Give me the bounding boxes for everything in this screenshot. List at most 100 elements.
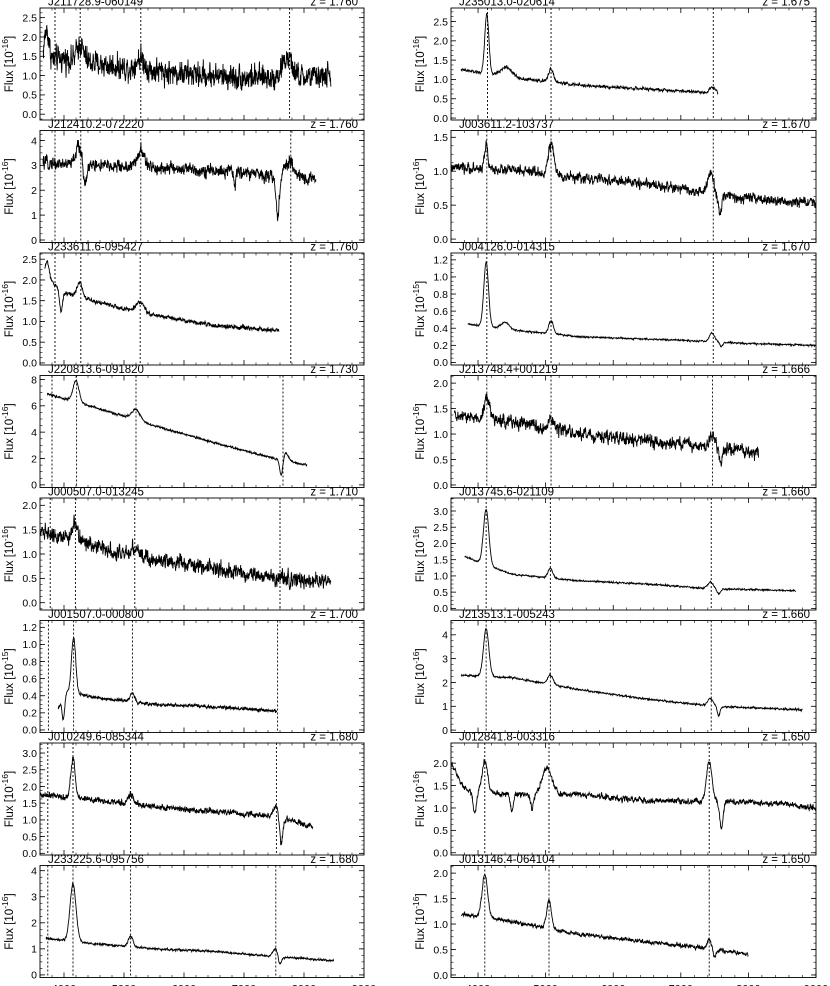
y-tick-label: 2.0 (433, 538, 448, 550)
y-axis-label: Flux [10-16] (411, 526, 427, 582)
y-tick-label: 0.0 (22, 109, 37, 121)
spectrum-line (451, 140, 816, 216)
y-tick-label: 0.4 (22, 691, 37, 703)
y-axis-label-prefix: Flux [10 (415, 174, 427, 215)
spectrum-line (44, 259, 280, 334)
y-axis-label-exponent: -15 (411, 284, 421, 297)
x-tick-label: 8000 (736, 984, 760, 986)
x-tick-label: 5000 (533, 984, 557, 986)
panel-object-id: J212410.2-072220 (48, 119, 144, 131)
panel-frame (39, 375, 365, 488)
spectrum-panel: J010249.6-085344 z = 1.680 Flux [10-16] 0.0… (0, 732, 365, 860)
spectrum-panel: J233611.6-095427 z = 1.760 Flux [10-16] 0.0… (0, 242, 365, 370)
y-tick-label: 1.0 (22, 639, 37, 651)
x-tick-label: 4000 (52, 984, 76, 986)
panel-redshift: z = 1.660 (762, 487, 810, 499)
y-tick-label: 0.2 (433, 340, 448, 352)
y-tick-label: 0.5 (433, 200, 448, 212)
y-tick-label: 2 (442, 677, 448, 689)
panel-frame (450, 865, 817, 978)
spectrum-line (42, 139, 317, 222)
y-tick-label: 3 (442, 653, 448, 665)
panel-object-id: J003611.2-103737 (459, 119, 554, 131)
panel-object-id: J013146.4-064104 (459, 854, 556, 866)
y-tick-label: 1.5 (433, 403, 448, 415)
spectrum-panel: J013146.4-064104 z = 1.650 Flux [10-16] 0.0… (411, 854, 828, 986)
y-tick-label: 0.0 (433, 357, 448, 369)
spectrum-panel: J235013.0-020614 z = 1.675 Flux [10-16] 0.0… (411, 0, 817, 125)
panel-object-id: J235013.0-020614 (459, 0, 556, 9)
panel-redshift: z = 1.700 (310, 609, 358, 621)
y-tick-label: 3.0 (22, 748, 37, 760)
y-tick-label: 0 (31, 235, 37, 247)
y-tick-label: 1.0 (433, 74, 448, 86)
y-axis-label: Flux [10-15] (0, 648, 16, 704)
y-tick-label: 2.5 (433, 16, 448, 28)
y-axis-label-suffix: ] (4, 158, 16, 161)
panel-redshift: z = 1.670 (762, 242, 810, 254)
panel-object-id: J220813.6-091820 (48, 364, 144, 376)
spectrum-line (45, 882, 335, 965)
y-axis-label-exponent: -16 (0, 529, 10, 542)
panel-redshift: z = 1.675 (762, 0, 810, 9)
y-tick-label: 2.0 (433, 36, 448, 48)
panel-object-id: J233611.6-095427 (48, 242, 143, 254)
spectrum-panel: J213513.1-005243 z = 1.660 Flux [10-16] 0 1 2… (411, 609, 817, 737)
y-tick-label: 1.5 (433, 132, 448, 144)
y-tick-label: 0.0 (22, 358, 37, 370)
y-axis-label: Flux [10-16] (0, 158, 16, 214)
y-tick-label: 0.0 (433, 480, 448, 492)
y-axis-label-prefix: Flux [10 (415, 296, 427, 337)
panel-frame (39, 130, 365, 243)
y-axis-label: Flux [10-16] (411, 771, 427, 827)
y-tick-label: 3 (31, 160, 37, 172)
spectrum-panel: J003611.2-103737 z = 1.670 Flux [10-16] 0.0… (411, 119, 817, 246)
spectrum-panel: J213748.4+001219 z = 1.666 Flux [10-16] 0.0… (411, 364, 817, 492)
y-tick-label: 1.5 (433, 780, 448, 792)
y-axis-label-exponent: -16 (0, 896, 10, 909)
y-tick-label: 4 (31, 866, 37, 878)
y-tick-label: 0 (31, 970, 37, 982)
spectrum-line (40, 756, 314, 846)
spectrum-panel: J001507.0-000800 z = 1.700 Flux [10-15] 0.0… (0, 609, 365, 737)
panel-object-id: J013745.6-021109 (459, 487, 554, 499)
y-tick-label: 0.5 (433, 944, 448, 956)
spectrum-line (460, 873, 749, 958)
y-tick-label: 1.0 (22, 815, 37, 827)
panel-frame (39, 7, 365, 121)
x-tick-label: 8000 (292, 984, 316, 986)
y-tick-label: 0.0 (433, 113, 448, 125)
panel-object-id: J010249.6-085344 (48, 732, 145, 744)
panel-frame (450, 375, 817, 488)
y-axis-label-prefix: Flux [10 (4, 51, 16, 92)
panel-redshift: z = 1.650 (762, 854, 810, 866)
y-axis-label: Flux [10-16] (0, 403, 16, 459)
panel-redshift: z = 1.680 (310, 854, 358, 866)
x-tick-label: 9000 (352, 984, 376, 986)
y-tick-label: 2.0 (22, 32, 37, 44)
y-axis-label-prefix: Flux [10 (4, 664, 16, 705)
x-tick-label: 9000 (804, 984, 828, 986)
panel-frame (450, 497, 817, 611)
spectrum-line (40, 514, 332, 591)
y-tick-label: 2.5 (433, 522, 448, 534)
panel-object-id: J213748.4+001219 (459, 364, 558, 376)
y-tick-label: 1.2 (22, 622, 37, 634)
y-tick-label: 2.5 (22, 12, 37, 24)
spectrum-line (453, 393, 759, 467)
panel-object-id: J233225.6-095756 (48, 854, 144, 866)
y-tick-label: 2.5 (22, 765, 37, 777)
panel-object-id: J012841.8-003316 (459, 732, 555, 744)
y-tick-label: 0.8 (22, 656, 37, 668)
panel-redshift: z = 1.670 (762, 119, 810, 131)
panel-redshift: z = 1.730 (310, 364, 358, 376)
y-axis-label-prefix: Flux [10 (4, 541, 16, 582)
y-tick-label: 1.2 (433, 255, 448, 267)
spectrum-panel: J211728.9-060149 z = 1.760 Flux [10-16] 0.0… (0, 0, 365, 121)
y-tick-label: 0.5 (433, 94, 448, 106)
panel-frame (39, 497, 365, 611)
y-tick-label: 2 (31, 918, 37, 930)
y-tick-label: 2.5 (22, 254, 37, 266)
y-tick-label: 0.0 (433, 234, 448, 246)
y-tick-label: 2.0 (433, 868, 448, 880)
